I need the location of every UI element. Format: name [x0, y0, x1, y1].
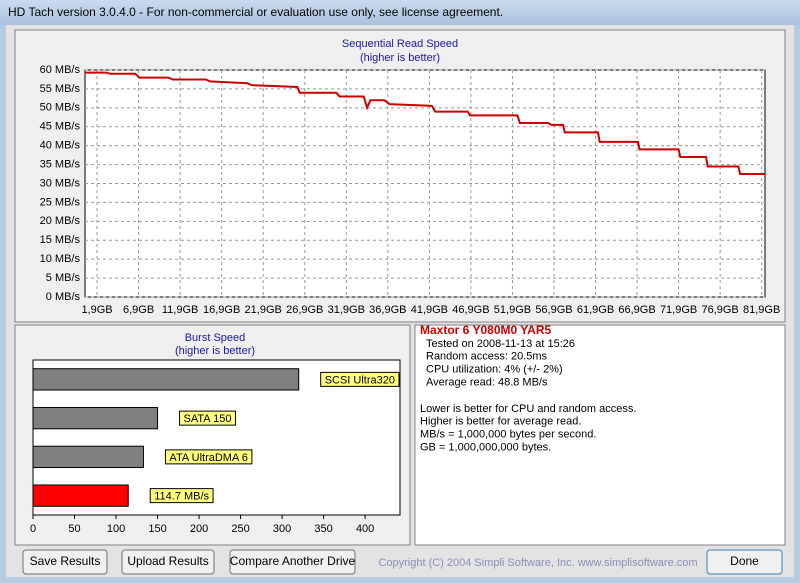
x-tick-label: 51,9GB [494, 304, 531, 316]
info-line: Lower is better for CPU and random acces… [420, 403, 636, 415]
x-tick-label: 66,9GB [618, 304, 655, 316]
bar-label-box [164, 449, 253, 465]
y-tick-label: 25 MB/s [40, 196, 81, 208]
x-tick-label: 300 [273, 523, 291, 535]
button[interactable]: Upload Results [121, 549, 215, 575]
x-tick-label: 21,9GB [245, 304, 282, 316]
x-tick-label: 400 [356, 523, 374, 535]
y-tick-label: 55 MB/s [40, 83, 81, 95]
x-tick-label: 350 [314, 523, 332, 535]
y-tick-label: 40 MB/s [40, 140, 81, 152]
y-tick-label: 0 MB/s [46, 291, 81, 303]
button-face [22, 549, 108, 575]
bar [32, 445, 144, 469]
x-tick-label: 200 [190, 523, 208, 535]
button-label: Save Results [30, 554, 101, 568]
copyright: Copyright (C) 2004 Simpli Software, Inc.… [378, 557, 697, 569]
y-tick-label: 15 MB/s [40, 234, 81, 246]
x-tick-label: 50 [68, 523, 80, 535]
bar [32, 484, 129, 507]
x-tick-label: 150 [148, 523, 166, 535]
bar-label: 114.7 MB/s [154, 491, 209, 503]
x-tick-label: 81,9GB [743, 304, 780, 316]
button-label: Compare Another Drive [230, 554, 356, 568]
bar-label-box [320, 371, 400, 387]
x-tick-label: 46,9GB [452, 304, 489, 316]
button-face [121, 549, 215, 575]
y-tick-label: 5 MB/s [46, 272, 81, 284]
button-label: Upload Results [127, 554, 208, 568]
y-tick-label: 30 MB/s [40, 177, 81, 189]
x-tick-label: 6,9GB [123, 304, 154, 316]
button-face [229, 549, 356, 575]
info-line: Random access: 20.5ms [426, 351, 548, 363]
info-line: Tested on 2008-11-13 at 15:26 [426, 338, 575, 350]
button-face [706, 549, 783, 575]
x-tick-label: 1,9GB [81, 304, 112, 316]
title-bar [0, 0, 800, 25]
x-tick-label: 250 [231, 523, 249, 535]
x-tick-label: 71,9GB [660, 304, 697, 316]
x-tick-label: 26,9GB [286, 304, 323, 316]
info-panel [414, 324, 786, 546]
x-tick-label: 31,9GB [328, 304, 365, 316]
drive-name: Maxtor 6 Y080M0 YAR5 [420, 323, 552, 337]
x-tick-label: 11,9GB [162, 304, 199, 316]
bar-label: ATA UltraDMA 6 [169, 452, 247, 464]
x-tick-label: 0 [30, 523, 36, 535]
window-title: HD Tach version 3.0.4.0 - For non-commer… [8, 5, 503, 19]
x-tick-label: 36,9GB [369, 304, 406, 316]
button-label: Done [730, 554, 759, 568]
info-line: CPU utilization: 4% (+/- 2%) [426, 364, 563, 376]
bar-label-box [179, 410, 236, 426]
bar [32, 406, 159, 430]
y-tick-label: 60 MB/s [40, 64, 81, 76]
button[interactable]: Compare Another Drive [229, 549, 356, 575]
bar-label: SCSI Ultra320 [325, 374, 395, 386]
y-tick-label: 35 MB/s [40, 158, 81, 170]
x-tick-label: 41,9GB [411, 304, 448, 316]
y-tick-label: 20 MB/s [40, 215, 81, 227]
chart-subtitle: (higher is better) [175, 345, 255, 357]
y-tick-label: 50 MB/s [40, 102, 81, 114]
info-line: Higher is better for average read. [420, 416, 581, 428]
info-line: Average read: 48.8 MB/s [426, 376, 548, 388]
chart-title: Burst Speed [185, 332, 246, 344]
button[interactable]: Save Results [22, 549, 108, 575]
x-tick-label: 56,9GB [535, 304, 572, 316]
x-tick-label: 16,9GB [203, 304, 240, 316]
info-line: GB = 1,000,000,000 bytes. [420, 441, 551, 453]
y-tick-label: 45 MB/s [40, 121, 81, 133]
bar-label-box [149, 488, 214, 504]
button[interactable]: Done [706, 549, 783, 575]
read-speed-line [85, 71, 765, 175]
x-tick-label: 76,9GB [701, 304, 738, 316]
chart-subtitle: (higher is better) [360, 52, 440, 64]
x-tick-label: 61,9GB [577, 304, 614, 316]
bar-label: SATA 150 [184, 413, 232, 425]
x-tick-label: 100 [107, 523, 125, 535]
y-tick-label: 10 MB/s [40, 253, 81, 265]
bar [32, 368, 300, 391]
info-line: MB/s = 1,000,000 bytes per second. [420, 429, 596, 441]
chart-title: Sequential Read Speed [342, 38, 458, 50]
